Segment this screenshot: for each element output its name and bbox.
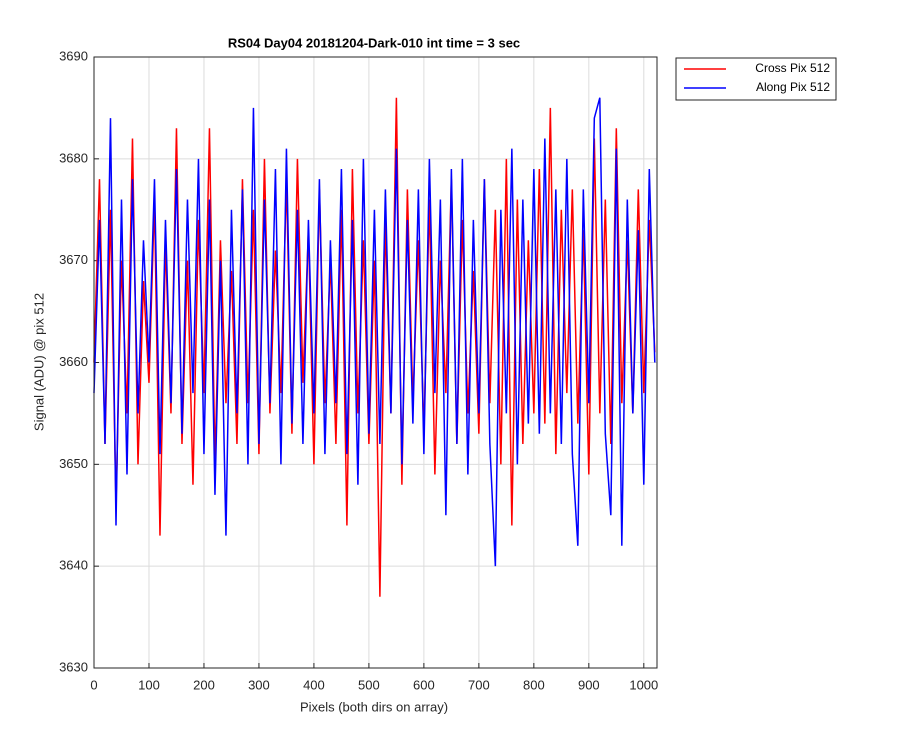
legend-box xyxy=(675,57,837,101)
legend-label: Along Pix 512 xyxy=(756,80,830,94)
x-tick-label: 900 xyxy=(578,677,600,692)
x-tick-label: 800 xyxy=(523,677,545,692)
y-tick-label: 3630 xyxy=(59,659,88,674)
chart-title: RS04 Day04 20181204-Dark-010 int time = … xyxy=(228,35,520,50)
x-tick-label: 400 xyxy=(303,677,325,692)
y-tick-label: 3690 xyxy=(59,48,88,63)
y-tick-label: 3640 xyxy=(59,558,88,573)
x-tick-label: 700 xyxy=(468,677,490,692)
x-tick-label: 300 xyxy=(248,677,270,692)
x-axis-label: Pixels (both dirs on array) xyxy=(300,699,448,714)
x-tick-label: 600 xyxy=(413,677,435,692)
legend-label: Cross Pix 512 xyxy=(755,61,830,75)
x-tick-label: 500 xyxy=(358,677,380,692)
y-tick-label: 3650 xyxy=(59,456,88,471)
y-tick-label: 3660 xyxy=(59,354,88,369)
plot-frame xyxy=(93,56,658,669)
y-tick-label: 3670 xyxy=(59,252,88,267)
data-line xyxy=(93,97,656,597)
y-axis-label: Signal (ADU) @ pix 512 xyxy=(31,293,46,431)
x-tick-label: 100 xyxy=(138,677,160,692)
y-tick-label: 3680 xyxy=(59,150,88,165)
x-tick-label: 0 xyxy=(90,677,97,692)
data-line xyxy=(93,97,656,567)
x-tick-label: 200 xyxy=(193,677,215,692)
x-tick-label: 1000 xyxy=(629,677,658,692)
